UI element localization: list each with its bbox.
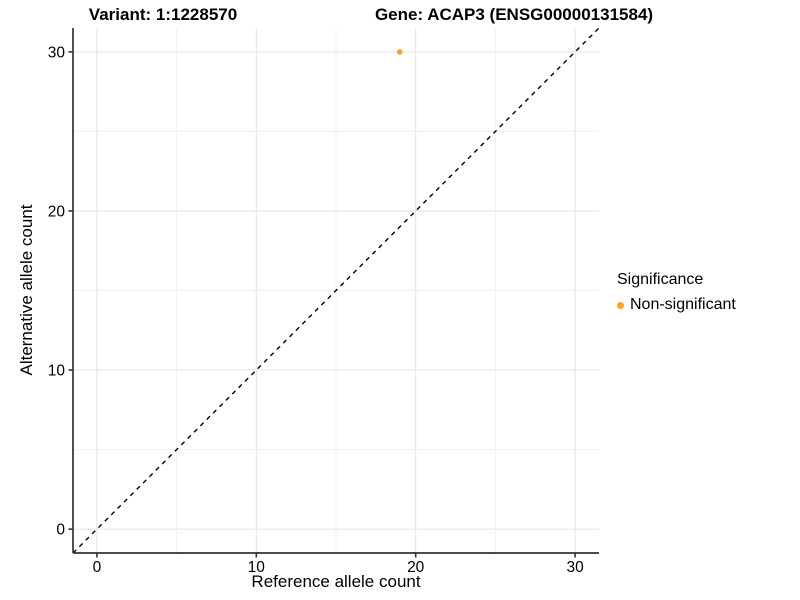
x-axis-title: Reference allele count [251,572,421,591]
x-tick-label: 10 [248,559,266,576]
legend-item: Non-significant [617,296,736,314]
identity-line [72,27,600,554]
y-tick-label: 10 [48,363,66,380]
legend-point-icon [617,301,624,309]
variant-title: Variant: 1:1228570 [88,5,238,24]
y-axis-title: Alternative allele count [17,204,36,376]
y-tick-label: 0 [56,522,65,539]
legend-item-label: Non-significant [630,296,736,313]
x-tick-label: 20 [407,559,425,576]
gene-title: Gene: ACAP3 (ENSG00000131584) [374,5,654,24]
data-point [396,49,403,55]
y-tick-label: 20 [48,203,66,220]
legend-title: Significance [617,271,704,288]
y-tick-label: 30 [48,44,66,61]
x-tick-label: 30 [566,559,584,576]
x-tick-label: 0 [93,559,102,576]
legend: Significance Non-significant [617,271,736,314]
